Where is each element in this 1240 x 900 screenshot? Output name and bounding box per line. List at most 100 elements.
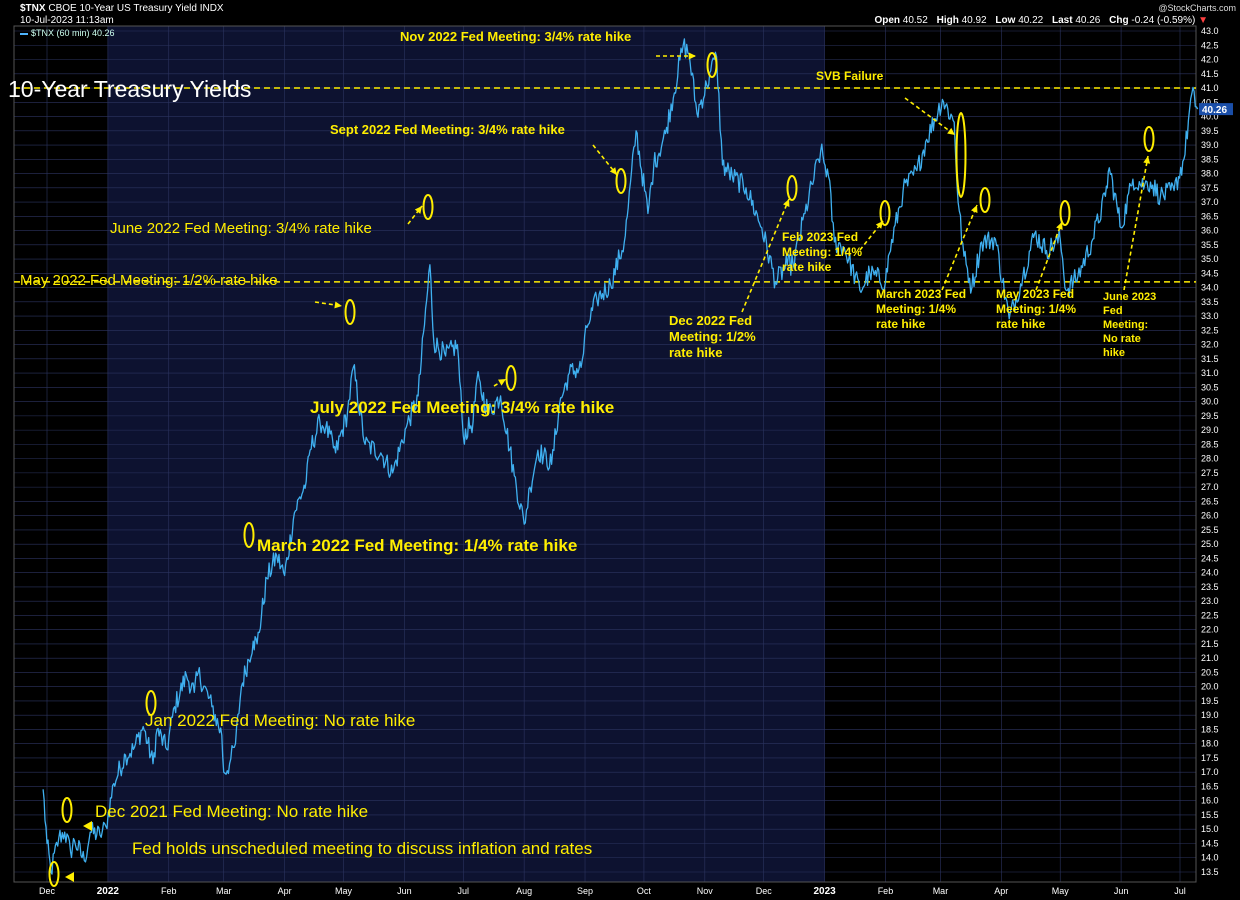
meeting-marker	[786, 175, 798, 201]
y-tick-label: 43.0	[1201, 26, 1219, 36]
y-tick-label: 17.5	[1201, 753, 1219, 763]
x-tick-label: Apr	[278, 886, 292, 896]
arrow-head-icon	[609, 167, 617, 175]
annotation-label: Jan 2022 Fed Meeting: No rate hike	[145, 711, 415, 730]
arrow-head-icon	[1056, 222, 1063, 230]
y-tick-label: 31.5	[1201, 354, 1219, 364]
y-tick-label: 28.0	[1201, 454, 1219, 464]
y-tick-label: 29.5	[1201, 411, 1219, 421]
series-legend: $TNX (60 min) 40.26	[20, 28, 115, 38]
y-tick-label: 36.0	[1201, 226, 1219, 236]
yield-line	[42, 38, 1199, 875]
y-tick-label: 29.0	[1201, 425, 1219, 435]
x-tick-label: Jul	[458, 886, 470, 896]
watermark: @StockCharts.com	[1158, 3, 1236, 13]
arrow-head-icon	[1143, 156, 1151, 164]
y-tick-label: 16.0	[1201, 796, 1219, 806]
meeting-marker	[145, 690, 157, 716]
y-tick-label: 24.0	[1201, 568, 1219, 578]
y-tick-label: 33.5	[1201, 297, 1219, 307]
annotation-label: May 2023 Fed Meeting: 1/4% rate hike	[996, 287, 1076, 331]
x-tick-label: Jul	[1174, 886, 1186, 896]
chart-date: 10-Jul-2023 11:13am	[20, 15, 114, 26]
meeting-marker	[1143, 126, 1155, 152]
x-tick-label: 2022	[97, 886, 120, 897]
y-tick-label: 38.0	[1201, 169, 1219, 179]
y-tick-label: 22.5	[1201, 610, 1219, 620]
x-tick-label: Mar	[933, 886, 949, 896]
annotation-label: Sept 2022 Fed Meeting: 3/4% rate hike	[330, 122, 565, 137]
y-tick-label: 42.0	[1201, 55, 1219, 65]
annotation-arrow	[407, 205, 423, 225]
y-tick-label: 23.5	[1201, 582, 1219, 592]
y-tick-label: 20.5	[1201, 667, 1219, 677]
meeting-marker	[1059, 200, 1071, 226]
annotation-label: March 2023 Fed Meeting: 1/4% rate hike	[876, 287, 966, 331]
open-label: Open	[874, 15, 900, 26]
y-tick-label: 30.0	[1201, 397, 1219, 407]
last-price-tag	[1199, 103, 1233, 116]
y-tick-label: 37.5	[1201, 183, 1219, 193]
arrow-head-icon	[83, 821, 92, 831]
y-tick-label: 37.0	[1201, 197, 1219, 207]
y-tick-label: 31.0	[1201, 368, 1219, 378]
meeting-marker	[344, 299, 356, 325]
y-tick-label: 21.0	[1201, 653, 1219, 663]
y-tick-label: 34.5	[1201, 268, 1219, 278]
x-tick-label: May	[1052, 886, 1070, 896]
y-tick-label: 25.0	[1201, 539, 1219, 549]
y-tick-label: 38.5	[1201, 154, 1219, 164]
y-tick-label: 39.5	[1201, 126, 1219, 136]
x-tick-label: Jun	[397, 886, 412, 896]
plot-border	[13, 25, 1197, 883]
last-label: Last	[1052, 15, 1073, 26]
x-tick-label: Apr	[994, 886, 1008, 896]
chart-header: $TNX CBOE 10-Year US Treasury Yield INDX	[20, 3, 224, 14]
year-2022-shading	[107, 26, 825, 882]
annotation-label: Dec 2021 Fed Meeting: No rate hike	[95, 802, 368, 821]
meeting-marker	[48, 861, 60, 887]
annotation-label: Fed holds unscheduled meeting to discuss…	[132, 839, 592, 858]
annotation-label: June 2022 Fed Meeting: 3/4% rate hike	[110, 220, 372, 237]
x-tick-label: 2023	[813, 886, 836, 897]
y-tick-label: 32.0	[1201, 340, 1219, 350]
y-tick-label: 21.5	[1201, 639, 1219, 649]
x-tick-label: Sep	[577, 886, 593, 896]
x-tick-label: Dec	[756, 886, 773, 896]
y-tick-label: 20.0	[1201, 682, 1219, 692]
y-tick-label: 40.0	[1201, 112, 1219, 122]
y-tick-label: 14.5	[1201, 838, 1219, 848]
y-tick-label: 16.5	[1201, 781, 1219, 791]
y-tick-label: 41.0	[1201, 83, 1219, 93]
last-value: 40.26	[1075, 15, 1101, 26]
annotation-arrow	[904, 97, 956, 136]
y-tick-label: 30.5	[1201, 382, 1219, 392]
annotation-label: Nov 2022 Fed Meeting: 3/4% rate hike	[400, 29, 631, 44]
y-tick-label: 25.5	[1201, 525, 1219, 535]
symbol-name: CBOE 10-Year US Treasury Yield INDX	[48, 3, 224, 14]
low-label: Low	[995, 15, 1016, 26]
y-tick-label: 42.5	[1201, 40, 1219, 50]
annotation-arrow	[493, 378, 507, 387]
y-tick-label: 28.5	[1201, 439, 1219, 449]
y-tick-label: 18.0	[1201, 739, 1219, 749]
annotation-label: Dec 2022 Fed Meeting: 1/2% rate hike	[669, 313, 756, 360]
meeting-marker	[955, 112, 967, 198]
x-tick-label: Feb	[878, 886, 894, 896]
annotation-arrow	[1123, 155, 1149, 291]
x-tick-label: Aug	[516, 886, 532, 896]
meeting-marker	[979, 187, 991, 213]
x-tick-label: Mar	[216, 886, 232, 896]
y-tick-label: 32.5	[1201, 325, 1219, 335]
arrow-head-icon	[334, 301, 342, 309]
y-tick-label: 40.5	[1201, 97, 1219, 107]
high-value: 40.92	[961, 15, 987, 26]
annotation-arrow	[1035, 221, 1063, 291]
low-value: 40.22	[1018, 15, 1044, 26]
y-tick-label: 33.0	[1201, 311, 1219, 321]
meeting-marker	[706, 52, 718, 78]
meeting-marker	[879, 200, 891, 226]
x-tick-label: May	[335, 886, 353, 896]
y-tick-label: 41.5	[1201, 69, 1219, 79]
y-tick-label: 27.0	[1201, 482, 1219, 492]
